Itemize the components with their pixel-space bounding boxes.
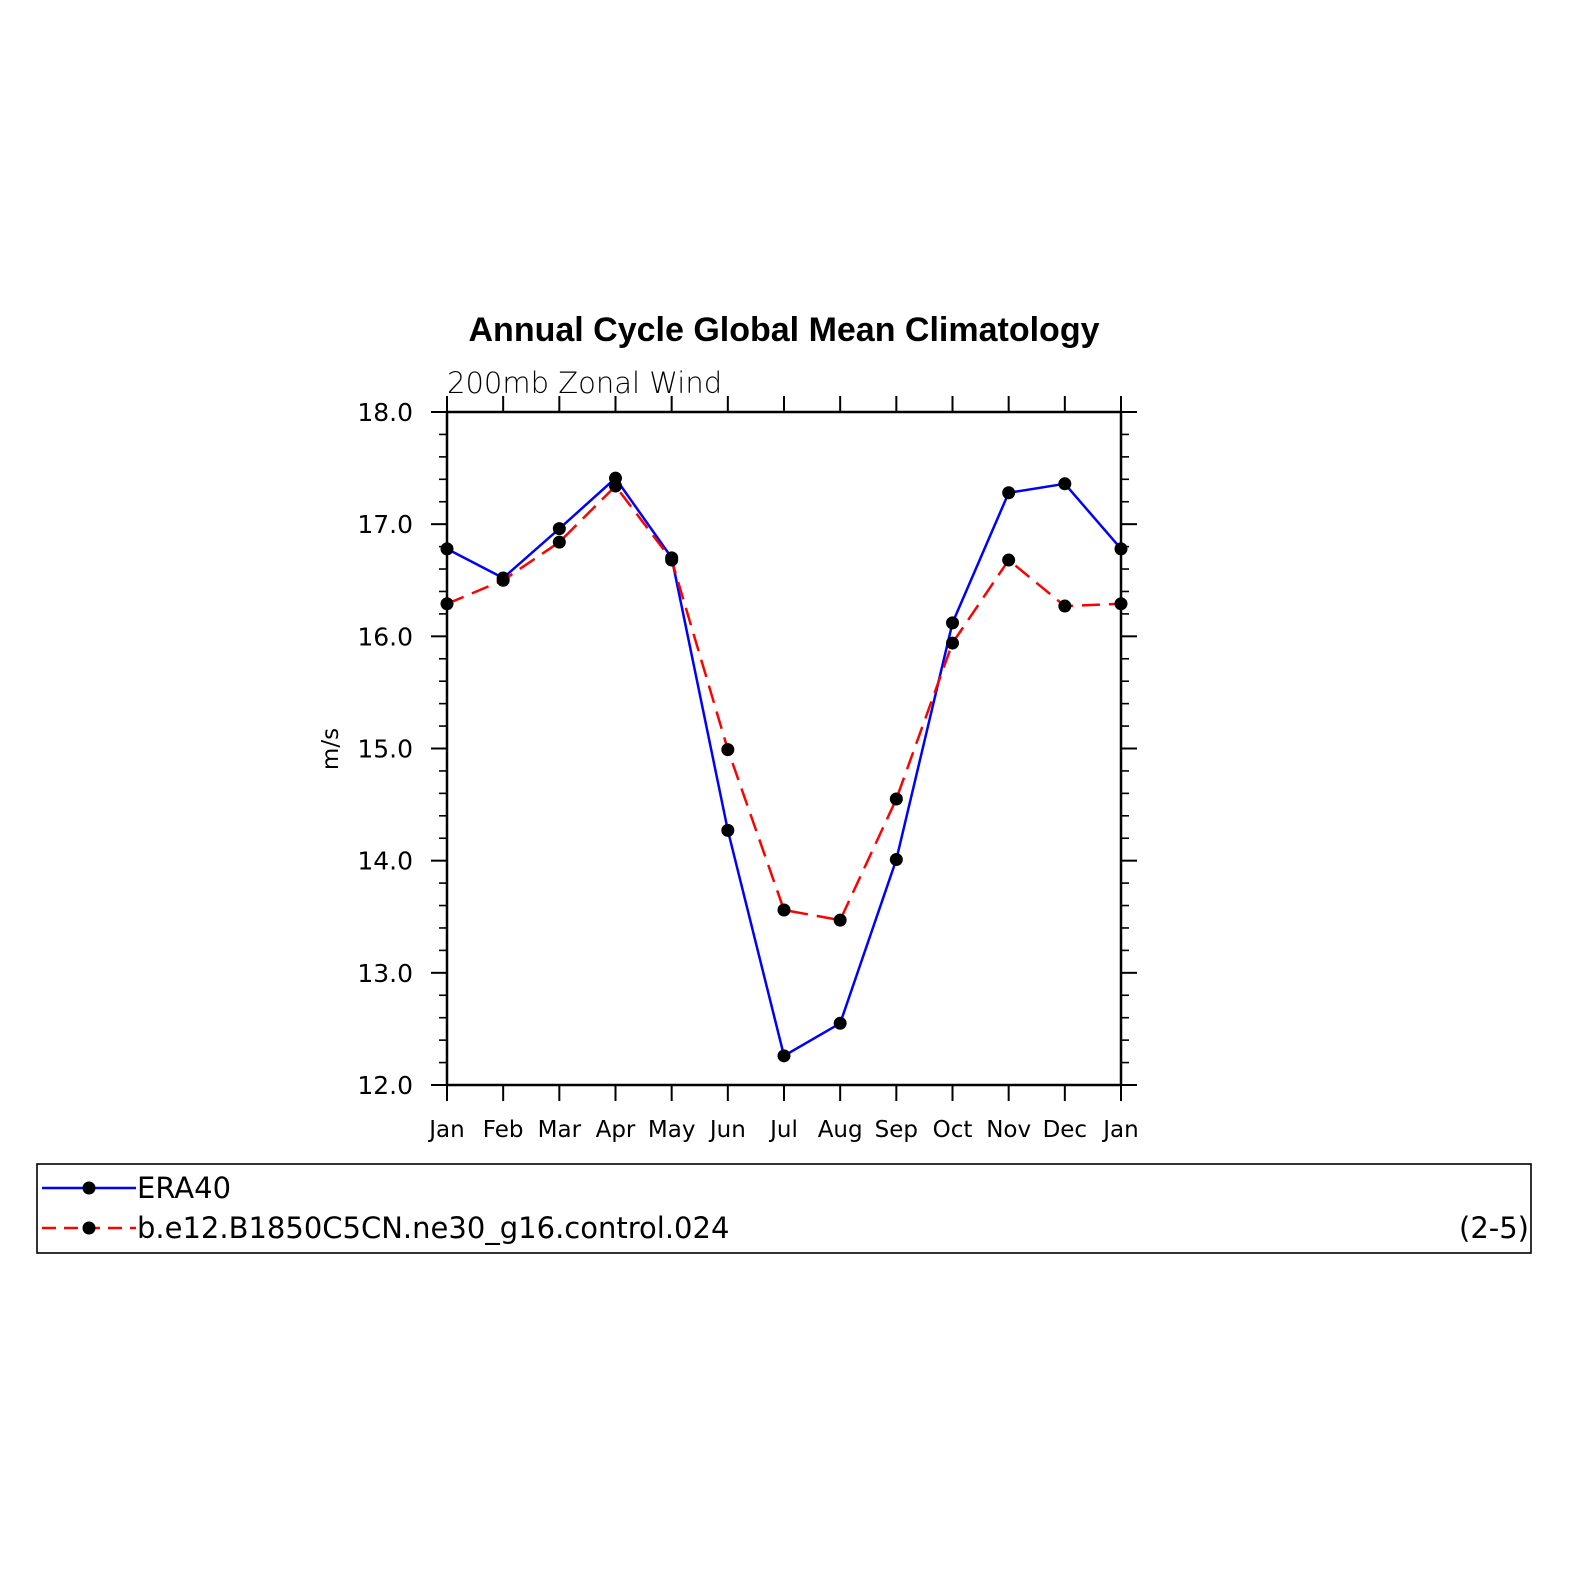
- series-line: [446, 484, 1122, 922]
- data-point: [777, 903, 791, 917]
- data-point: [1058, 477, 1072, 491]
- y-tick-label: 18.0: [357, 398, 413, 427]
- data-point: [440, 597, 454, 611]
- series-2: [440, 479, 1128, 927]
- legend-marker: [82, 1221, 96, 1235]
- data-point: [889, 792, 903, 806]
- legend: ERA40 b.e12.B1850C5CN.ne30_g16.control.02…: [36, 1163, 1532, 1254]
- x-tick-label: Jan: [427, 1117, 464, 1143]
- data-point: [889, 853, 903, 867]
- plot-frame: [445, 410, 1123, 1087]
- y-tick-label: 13.0: [357, 959, 413, 988]
- series-line: [446, 476, 1122, 1058]
- chart-title: Annual Cycle Global Mean Climatology: [469, 311, 1100, 349]
- legend-entry-2: b.e12.B1850C5CN.ne30_g16.control.024: [42, 1211, 729, 1245]
- legend-entries: ERA40 b.e12.B1850C5CN.ne30_g16.control.02…: [42, 1171, 729, 1245]
- plot-area: [440, 471, 1128, 1063]
- x-axis: Jan Feb Mar Apr May Jun Jul Aug Sep Oct Nov Dec Jan: [427, 396, 1139, 1143]
- x-tick-label: Apr: [596, 1117, 636, 1143]
- y-tick-label: 16.0: [357, 622, 413, 651]
- x-tick-label: Mar: [538, 1117, 582, 1143]
- x-tick-label: May: [648, 1117, 696, 1143]
- legend-marker: [82, 1181, 96, 1195]
- data-point: [777, 1049, 791, 1063]
- data-point: [833, 1016, 847, 1030]
- series-1: [440, 471, 1128, 1063]
- data-point: [1114, 597, 1128, 611]
- data-point: [721, 743, 735, 757]
- data-point: [552, 535, 566, 549]
- chart-subtitle: 200mb Zonal Wind: [447, 366, 722, 400]
- data-point: [665, 553, 679, 567]
- legend-label: ERA40: [137, 1171, 231, 1205]
- data-point: [833, 913, 847, 927]
- data-point: [440, 542, 454, 556]
- plot-annotation: (2-5): [1459, 1211, 1529, 1245]
- x-tick-label: Aug: [818, 1117, 863, 1143]
- x-tick-label: Nov: [986, 1117, 1031, 1143]
- data-point: [1114, 542, 1128, 556]
- y-tick-label: 12.0: [357, 1071, 413, 1100]
- legend-box: [36, 1163, 1532, 1254]
- data-point: [946, 616, 959, 630]
- plot-border: [445, 410, 1123, 1087]
- data-point: [552, 522, 566, 536]
- y-tick-label: 17.0: [357, 510, 413, 539]
- data-point: [1002, 486, 1016, 500]
- legend-entry-1: ERA40: [42, 1171, 231, 1205]
- data-point: [609, 479, 622, 493]
- x-tick-label: Jan: [1101, 1117, 1138, 1143]
- y-tick-label: 15.0: [357, 735, 413, 764]
- data-point: [496, 573, 510, 587]
- x-tick-label: Jun: [708, 1117, 746, 1143]
- x-tick-label: Jul: [768, 1117, 798, 1143]
- x-tick-label: Oct: [933, 1117, 973, 1143]
- legend-label: b.e12.B1850C5CN.ne30_g16.control.024: [137, 1211, 729, 1245]
- data-point: [721, 823, 735, 837]
- y-axis-label: m/s: [318, 728, 344, 770]
- x-tick-label: Dec: [1043, 1117, 1088, 1143]
- data-point: [1002, 553, 1016, 567]
- data-point: [946, 636, 959, 650]
- data-point: [1058, 599, 1072, 613]
- x-tick-label: Sep: [875, 1117, 918, 1143]
- y-tick-label: 14.0: [357, 847, 413, 876]
- x-tick-label: Feb: [483, 1117, 524, 1143]
- y-axis: 12.0 13.0 14.0 15.0 16.0 17.0 18.0: [357, 398, 1137, 1100]
